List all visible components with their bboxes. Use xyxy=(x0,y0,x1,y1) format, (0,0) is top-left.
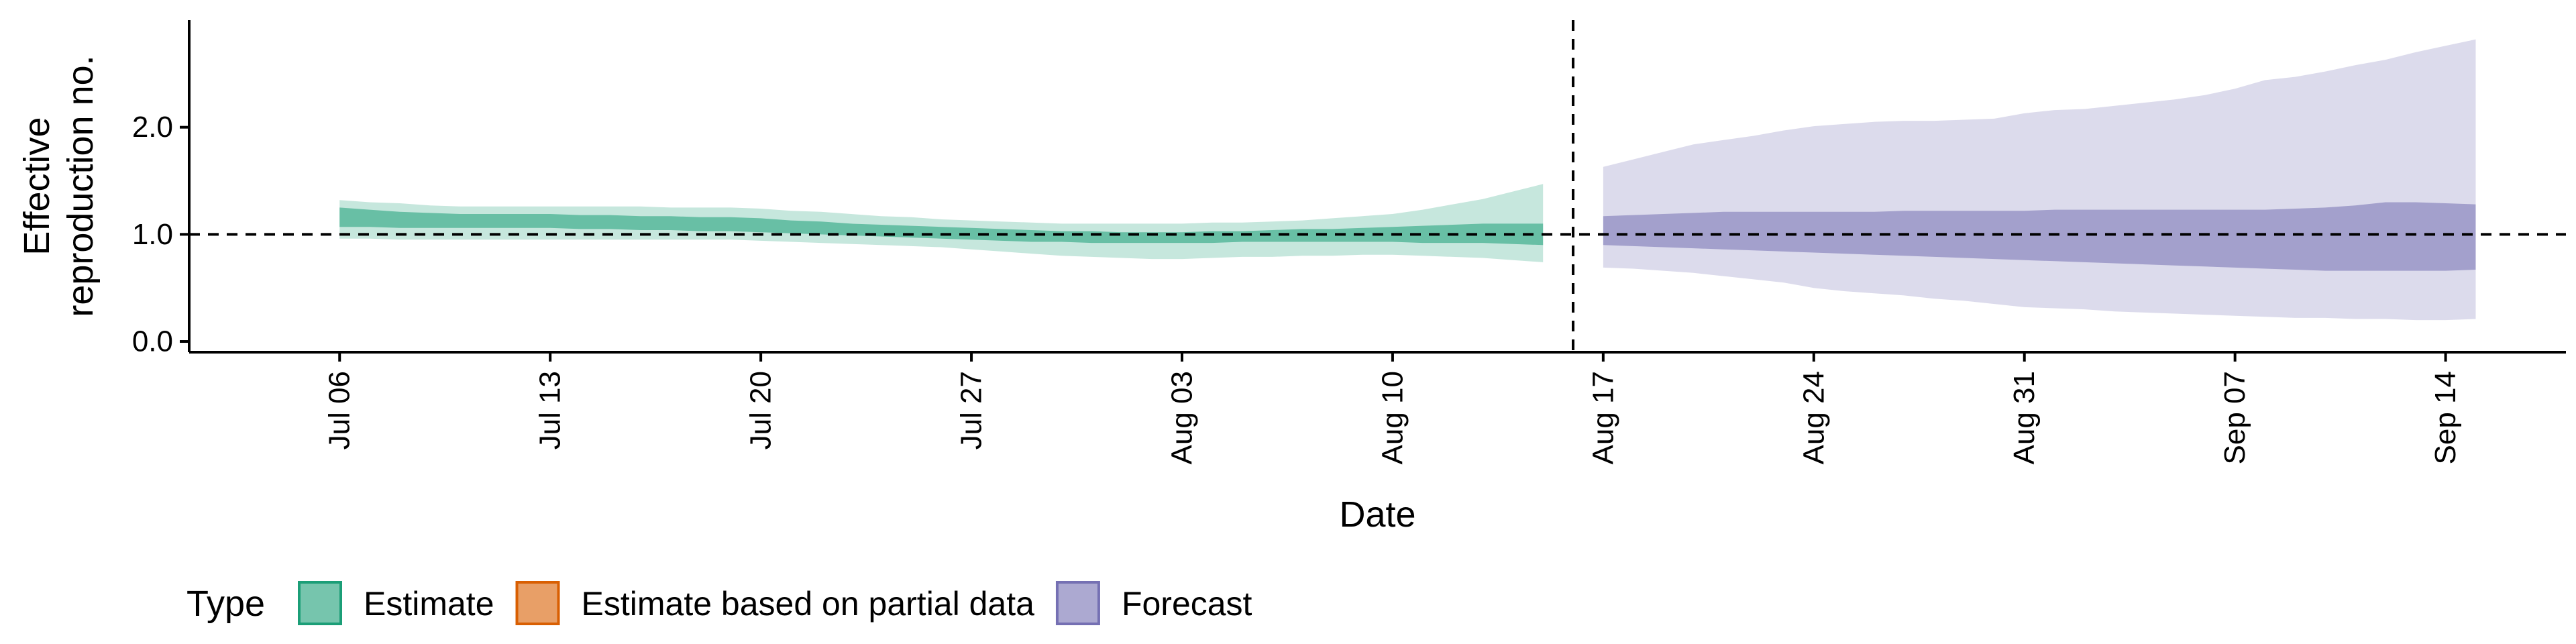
y-axis-label: Effective reproduction no. xyxy=(17,55,101,317)
legend-swatch-estimate-based-on-partial-data xyxy=(515,581,560,625)
forecast-90-band xyxy=(1603,39,2476,321)
legend-label-estimate: Estimate xyxy=(364,585,494,623)
legend-title: Type xyxy=(186,584,265,624)
estimate-90-band xyxy=(339,184,1544,262)
legend: Type Estimate Estimate based on partial da… xyxy=(186,581,1252,625)
legend-swatch-forecast xyxy=(1055,581,1100,625)
legend-label-estimate-based-on-partial-data: Estimate based on partial data xyxy=(582,585,1035,623)
forecast-50-band xyxy=(1603,202,2476,271)
axes: 0.0 1.0 2.0 Jul 06 Jul 13 Jul 20 Jul 27 Aug 03 A… xyxy=(132,20,2566,464)
x-tick-label: Aug 31 xyxy=(2008,371,2041,464)
uncertainty-bands xyxy=(339,39,2476,321)
x-tick-label: Jul 27 xyxy=(955,371,988,449)
y-tick-label: 1.0 xyxy=(132,218,173,251)
x-tick-label: Sep 07 xyxy=(2218,371,2251,464)
x-tick-label: Aug 24 xyxy=(1797,371,1830,464)
x-tick-label: Jul 13 xyxy=(534,371,567,449)
reference-lines xyxy=(189,20,2566,352)
x-axis-label: Date xyxy=(1339,494,1415,535)
legend-label-forecast: Forecast xyxy=(1122,585,1252,623)
x-tick-label: Sep 14 xyxy=(2429,371,2462,464)
y-axis-label-line: reproduction no. xyxy=(60,55,101,317)
x-tick-label: Jul 20 xyxy=(745,371,777,449)
x-tick-label: Aug 10 xyxy=(1376,371,1409,464)
x-tick-label: Jul 06 xyxy=(323,371,356,449)
y-tick-label: 0.0 xyxy=(132,325,173,358)
x-tick-label: Aug 03 xyxy=(1166,371,1199,464)
y-axis-label-line: Effective xyxy=(17,117,57,255)
x-tick-label: Aug 17 xyxy=(1587,371,1619,464)
legend-swatch-estimate xyxy=(298,581,342,625)
y-tick-label: 2.0 xyxy=(132,111,173,144)
